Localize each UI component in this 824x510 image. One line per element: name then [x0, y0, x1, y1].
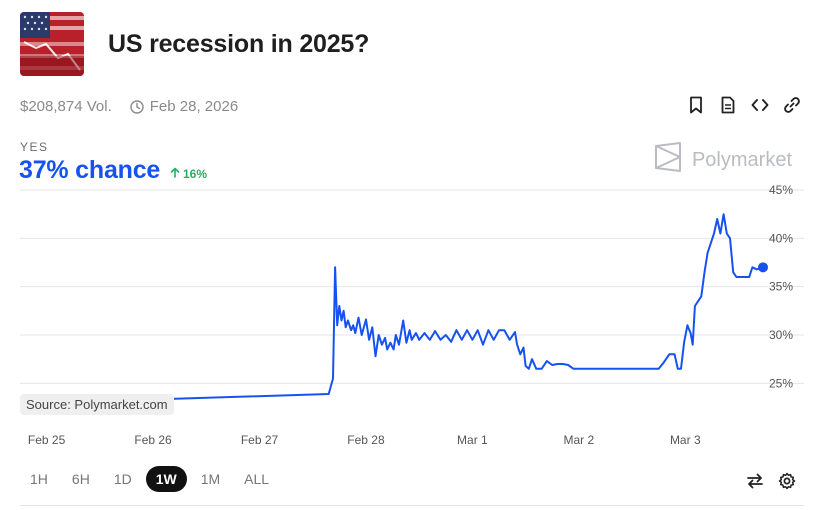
bottom-divider — [20, 505, 804, 506]
chart-tools — [746, 472, 796, 490]
outcome-label: YES — [20, 140, 49, 154]
embed-code-icon[interactable] — [750, 95, 770, 115]
bookmark-icon[interactable] — [686, 95, 706, 115]
y-axis-ticks: 25% 30% 35% 40% 45% — [769, 183, 793, 390]
volume-text: $208,874 Vol. — [20, 98, 112, 115]
range-1h[interactable]: 1H — [30, 471, 48, 487]
series-end-point — [758, 262, 768, 273]
x-axis-ticks: Feb 25 Feb 26 Feb 27 Feb 28 Mar 1 Mar 2 Mar 3 — [28, 433, 701, 447]
settings-gear-icon[interactable] — [778, 472, 796, 490]
range-1d[interactable]: 1D — [113, 471, 132, 487]
y-tick-label: 30% — [769, 328, 793, 342]
series-line-yes — [19, 213, 764, 405]
y-tick-label: 35% — [769, 280, 793, 294]
range-1w[interactable]: 1W — [145, 466, 187, 492]
market-thumbnail — [20, 12, 84, 76]
x-tick-label: Feb 25 — [28, 433, 66, 447]
x-tick-label: Feb 28 — [347, 433, 385, 447]
x-tick-label: Mar 2 — [564, 433, 595, 447]
chart-grid — [20, 189, 804, 384]
market-meta: $208,874 Vol. Feb 28, 2026 — [20, 98, 238, 115]
y-tick-label: 25% — [769, 376, 793, 390]
swap-icon[interactable] — [746, 472, 764, 490]
price-chart[interactable]: 25% 30% 35% 40% 45% Feb 25 Feb 26 Feb 27 Feb 28… — [0, 180, 824, 450]
y-tick-label: 40% — [769, 231, 793, 245]
chance-value: 37% chance — [19, 156, 161, 184]
x-tick-label: Feb 26 — [134, 433, 172, 447]
chance-delta-value: 16% — [183, 167, 208, 181]
brand-watermark: Polymarket — [654, 142, 792, 178]
x-tick-label: Mar 3 — [670, 433, 701, 447]
end-date-text: Feb 28, 2026 — [149, 98, 239, 115]
market-title: US recession in 2025? — [108, 30, 370, 58]
x-tick-label: Feb 27 — [241, 433, 279, 447]
range-1m[interactable]: 1M — [200, 471, 221, 487]
clock-icon — [130, 99, 144, 114]
chance-delta: 16% — [170, 167, 207, 181]
time-range-selector: 1H 6H 1D 1W 1M ALL — [20, 466, 279, 492]
x-tick-label: Mar 1 — [457, 433, 488, 447]
range-all[interactable]: ALL — [244, 471, 270, 487]
link-icon[interactable] — [782, 95, 802, 115]
action-bar — [686, 95, 802, 115]
document-icon[interactable] — [718, 95, 738, 115]
polymarket-logo-icon — [654, 142, 682, 178]
y-tick-label: 45% — [769, 183, 793, 197]
brand-name: Polymarket — [691, 148, 792, 171]
source-label: Source: Polymarket.com — [20, 394, 174, 415]
arrow-up-icon — [170, 167, 180, 181]
range-6h[interactable]: 6H — [71, 471, 90, 487]
